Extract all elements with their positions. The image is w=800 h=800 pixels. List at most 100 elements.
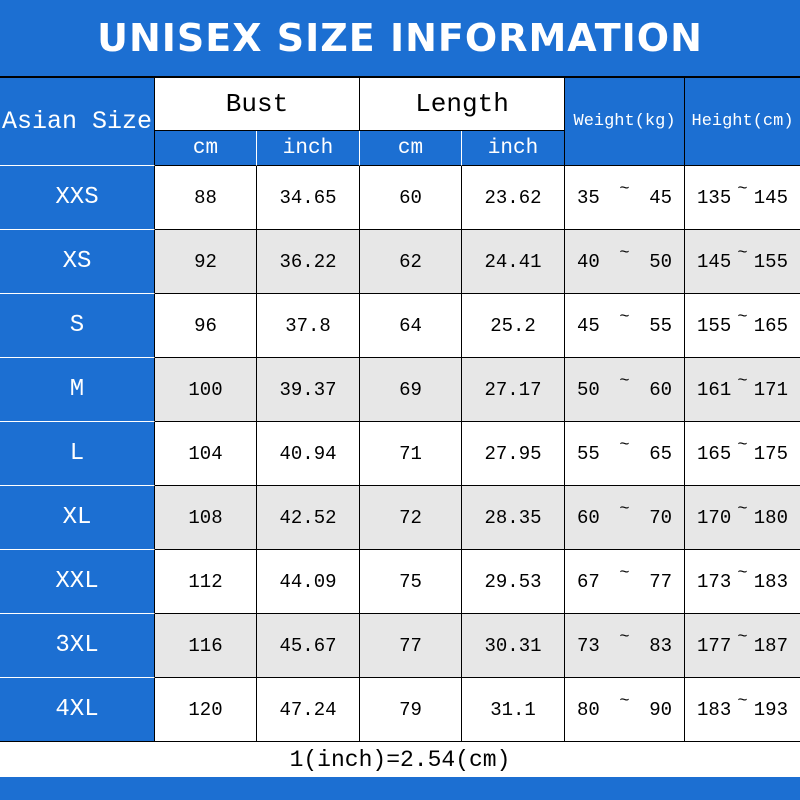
tilde-icon: ~	[619, 564, 630, 583]
height-min: 161	[697, 378, 732, 401]
weight-range: 35 ~45	[565, 166, 686, 230]
weight-max: 60	[649, 378, 672, 401]
table-row: M 100 39.37 69 27.17 50 ~60 161 ~171	[0, 358, 800, 422]
size-label: XXL	[0, 550, 155, 614]
length-inch-value: 27.95	[462, 422, 566, 486]
table-row: XXL 112 44.09 75 29.53 67 ~77 173 ~183	[0, 550, 800, 614]
height-min: 165	[697, 442, 732, 465]
length-cm-value: 72	[360, 486, 463, 550]
height-range: 155 ~165	[685, 294, 800, 358]
size-label: 3XL	[0, 614, 155, 678]
bust-cm-value: 116	[155, 614, 257, 678]
table-row: XXS 88 34.65 60 23.62 35 ~45 135 ~145	[0, 166, 800, 230]
size-table: Asian Size Bust Length Weight(kg) Height…	[0, 78, 800, 742]
weight-max: 65	[649, 442, 672, 465]
tilde-icon: ~	[737, 564, 748, 583]
length-cm-unit: cm	[360, 131, 463, 166]
tilde-icon: ~	[737, 372, 748, 391]
bust-inch-value: 45.67	[257, 614, 361, 678]
bust-cm-value: 108	[155, 486, 257, 550]
bust-cm-value: 92	[155, 230, 257, 294]
weight-range: 45 ~55	[565, 294, 686, 358]
bust-cm-value: 104	[155, 422, 257, 486]
length-inch-value: 29.53	[462, 550, 566, 614]
weight-min: 67	[577, 570, 600, 593]
length-inch-value: 30.31	[462, 614, 566, 678]
length-cm-value: 71	[360, 422, 463, 486]
weight-max: 77	[649, 570, 672, 593]
table-row: XS 92 36.22 62 24.41 40 ~50 145 ~155	[0, 230, 800, 294]
length-inch-value: 25.2	[462, 294, 566, 358]
height-max: 187	[753, 634, 788, 657]
tilde-icon: ~	[737, 628, 748, 647]
conversion-note: 1(inch)=2.54(cm)	[289, 746, 511, 773]
weight-range: 80 ~90	[565, 678, 686, 742]
bust-inch-value: 36.22	[257, 230, 361, 294]
bust-cm-value: 112	[155, 550, 257, 614]
bust-header: Bust	[155, 78, 361, 131]
height-max: 171	[753, 378, 788, 401]
tilde-icon: ~	[619, 436, 630, 455]
height-max: 175	[753, 442, 788, 465]
length-inch-value: 24.41	[462, 230, 566, 294]
table-row: XL 108 42.52 72 28.35 60 ~70 170 ~180	[0, 486, 800, 550]
height-max: 155	[753, 250, 788, 273]
weight-min: 73	[577, 634, 600, 657]
weight-min: 80	[577, 698, 600, 721]
size-label: XXS	[0, 166, 155, 230]
size-label: XL	[0, 486, 155, 550]
length-inch-unit: inch	[462, 131, 566, 166]
length-inch-value: 23.62	[462, 166, 566, 230]
height-min: 155	[697, 314, 732, 337]
table-row: 3XL 116 45.67 77 30.31 73 ~83 177 ~187	[0, 614, 800, 678]
table-row: S 96 37.8 64 25.2 45 ~55 155 ~165	[0, 294, 800, 358]
corner-header: Asian Size	[0, 78, 155, 166]
header-row-groups: Asian Size Bust Length Weight(kg) Height…	[0, 78, 800, 166]
footnote-band: 1(inch)=2.54(cm)	[0, 742, 800, 777]
tilde-icon: ~	[619, 372, 630, 391]
length-cm-value: 79	[360, 678, 463, 742]
tilde-icon: ~	[619, 500, 630, 519]
length-cm-value: 69	[360, 358, 463, 422]
height-min: 145	[697, 250, 732, 273]
bust-inch-value: 42.52	[257, 486, 361, 550]
height-range: 161 ~171	[685, 358, 800, 422]
bust-inch-value: 37.8	[257, 294, 361, 358]
height-min: 173	[697, 570, 732, 593]
tilde-icon: ~	[619, 692, 630, 711]
height-min: 177	[697, 634, 732, 657]
length-header: Length	[360, 78, 566, 131]
height-header: Height(cm)	[685, 78, 800, 166]
length-cm-value: 75	[360, 550, 463, 614]
length-cm-value: 64	[360, 294, 463, 358]
height-range: 177 ~187	[685, 614, 800, 678]
length-inch-value: 31.1	[462, 678, 566, 742]
tilde-icon: ~	[737, 244, 748, 263]
weight-max: 90	[649, 698, 672, 721]
height-min: 170	[697, 506, 732, 529]
length-cm-value: 62	[360, 230, 463, 294]
weight-max: 55	[649, 314, 672, 337]
bust-inch-value: 40.94	[257, 422, 361, 486]
weight-range: 50 ~60	[565, 358, 686, 422]
bust-inch-value: 44.09	[257, 550, 361, 614]
header-row-units: cm inch cm inch	[0, 131, 800, 166]
tilde-icon: ~	[737, 436, 748, 455]
height-max: 180	[753, 506, 788, 529]
bust-inch-value: 39.37	[257, 358, 361, 422]
weight-max: 50	[649, 250, 672, 273]
bust-inch-value: 47.24	[257, 678, 361, 742]
weight-range: 40 ~50	[565, 230, 686, 294]
height-range: 145 ~155	[685, 230, 800, 294]
weight-range: 73 ~83	[565, 614, 686, 678]
weight-range: 60 ~70	[565, 486, 686, 550]
height-range: 183 ~193	[685, 678, 800, 742]
weight-min: 45	[577, 314, 600, 337]
weight-min: 55	[577, 442, 600, 465]
height-min: 135	[697, 186, 732, 209]
size-label: XS	[0, 230, 155, 294]
tilde-icon: ~	[619, 244, 630, 263]
tilde-icon: ~	[619, 628, 630, 647]
bust-cm-unit: cm	[155, 131, 257, 166]
